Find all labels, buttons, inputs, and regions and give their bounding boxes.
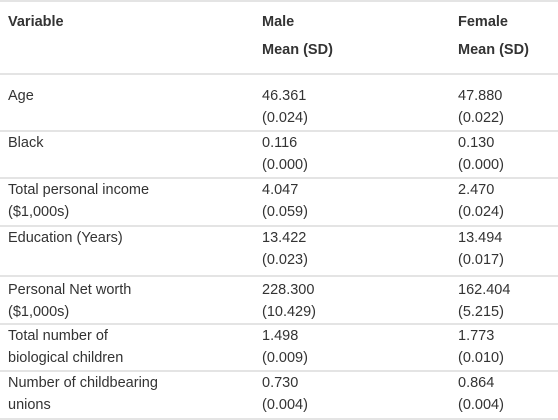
value-cell: (0.004) [262, 397, 308, 413]
variable-cell: ($1,000s) [8, 204, 69, 220]
variable-cell: Age [8, 88, 34, 104]
value-cell: 1.773 [458, 328, 494, 344]
value-cell: (0.000) [458, 157, 504, 173]
value-cell: 162.404 [458, 282, 510, 298]
variable-cell: Black [8, 135, 44, 151]
value-cell: (0.024) [458, 204, 504, 220]
header-cell: Mean (SD) [262, 42, 333, 58]
value-cell: (0.022) [458, 110, 504, 126]
value-cell: 2.470 [458, 182, 494, 198]
value-cell: 1.498 [262, 328, 298, 344]
value-cell: (0.017) [458, 252, 504, 268]
value-cell: 0.864 [458, 375, 494, 391]
value-cell: (0.000) [262, 157, 308, 173]
value-cell: (0.024) [262, 110, 308, 126]
value-cell: (10.429) [262, 304, 316, 320]
variable-cell: unions [8, 397, 51, 413]
variable-cell: ($1,000s) [8, 304, 69, 320]
value-cell: (5.215) [458, 304, 504, 320]
header-cell: Mean (SD) [458, 42, 529, 58]
variable-cell: biological children [8, 350, 123, 366]
value-cell: 13.422 [262, 230, 306, 246]
value-cell: 46.361 [262, 88, 306, 104]
variable-cell: Education (Years) [8, 230, 123, 246]
value-cell: 13.494 [458, 230, 502, 246]
header-cell: Male [262, 14, 294, 30]
value-cell: (0.010) [458, 350, 504, 366]
value-cell: (0.009) [262, 350, 308, 366]
value-cell: (0.059) [262, 204, 308, 220]
value-cell: (0.004) [458, 397, 504, 413]
value-cell: (0.023) [262, 252, 308, 268]
variable-cell: Total number of [8, 328, 109, 344]
value-cell: 228.300 [262, 282, 314, 298]
variable-cell: Number of childbearing [8, 375, 158, 391]
value-cell: 47.880 [458, 88, 502, 104]
value-cell: 0.116 [262, 135, 297, 151]
variable-cell: Personal Net worth [8, 282, 131, 298]
header-cell: Variable [8, 14, 64, 30]
header-cell: Female [458, 14, 508, 30]
variable-cell: Total personal income [8, 182, 149, 198]
value-cell: 4.047 [262, 182, 298, 198]
value-cell: 0.730 [262, 375, 298, 391]
value-cell: 0.130 [458, 135, 494, 151]
